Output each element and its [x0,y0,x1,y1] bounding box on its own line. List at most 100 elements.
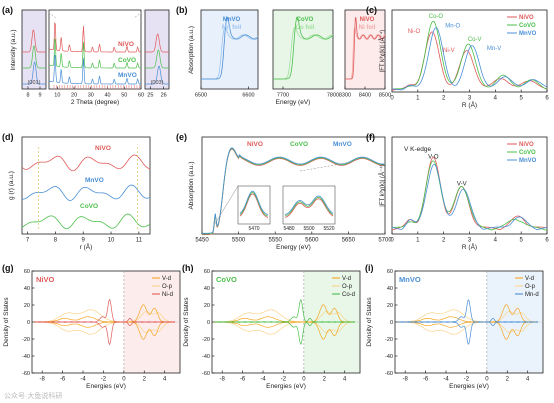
material-name: MnVO [399,275,421,284]
legend-entry: V-d [162,276,171,282]
x-tick-label: 8400 [359,93,371,99]
x-tick-label: 8500 [379,93,391,99]
x-axis-label: Energies (eV) [449,383,489,390]
x-tick-label: 10 [54,93,60,99]
x-tick-label: 7700 [277,93,289,99]
x-axis-label: 2 Theta (degree) [71,99,119,106]
series-label-nivo: NiVO [95,145,111,152]
panel-label: (d) [2,132,14,142]
y-tick-label: -60 [22,371,30,377]
x-tick-label: 2 [442,96,446,102]
inset-tick-label: 5480 [283,226,294,232]
x-tick-label: 60 [138,93,144,99]
dos-curve [397,321,538,335]
foil-curve [345,26,386,80]
y-tick-label: 40 [387,286,393,292]
panel-e: (e) 5450 5500 5550 5600 5650 5700 NiVO CoVO MnVO 5… [176,132,392,251]
panel-label: (a) [2,5,13,15]
x-axis-label: R (Å) [462,242,477,251]
xrd-curve-nivo [145,33,169,53]
series-label-covo: CoVO [118,57,136,64]
material-name: CoVO [216,275,237,284]
x-tick-label: 4 [494,96,498,102]
y-axis-label: Density of States [366,297,373,347]
dos-curve [34,304,175,323]
peak-annotation: V-O [428,154,439,160]
panel-b: (b) 6500 6600 MnVO Mn foil 7700 7800 CoVO Co foi… [176,5,391,106]
x-tick-label: 26 [161,93,167,99]
x-tick-label: 0 [122,377,126,383]
y-axis-label: |FT k³χ(k)| (Å⁻⁴) [379,30,386,73]
x-tick-label: 5450 [195,238,209,244]
peak-annotation: Co-V [468,37,482,43]
legend-entry: CoVO [519,23,536,29]
y-tick-label: 0 [27,320,30,326]
y-axis-label: Absorption (a.u.) [188,26,195,74]
xrd-curve-nivo [22,29,46,53]
legend-entry: MnVO [333,141,352,148]
subpanel-background [273,10,333,89]
y-tick-label: -40 [22,354,30,360]
x-tick-label: 5500 [232,238,246,244]
x-tick-label: -4 [260,377,266,383]
y-tick-label: 20 [387,303,393,309]
dos-curve [214,321,355,335]
x-tick-label: -6 [240,377,246,383]
legend-entry: MnVO [519,158,537,164]
y-axis-label: Density of States [3,297,10,347]
x-tick-label: -4 [80,377,86,383]
x-tick-label: 6 [545,96,549,102]
x-tick-label: 5550 [269,238,283,244]
sample-curve [345,16,386,80]
inset-curve-mnvo [239,190,269,216]
y-tick-label: -40 [385,354,393,360]
x-tick-label: 8 [26,93,29,99]
y-tick-label: -60 [385,371,393,377]
legend-entry: Ni foil [359,25,376,31]
panel-c: 0 1 2 3 4 5 6 NiVO CoVO MnVO Co-OMn-O Ni-O Co-V Ni-V M… [366,5,549,109]
xrd-curve-mnvo [145,65,169,85]
y-tick-label: 40 [204,286,210,292]
x-axis-label: Energy (eV) [276,99,311,106]
inset-tick-label: 5500 [303,226,314,232]
x-tick-label: -8 [40,377,46,383]
xanes-curve-nivo [201,148,386,236]
x-tick-label: 2 [323,377,327,383]
x-tick-label: 9 [82,238,86,244]
legend-entry: Co-d [342,292,355,298]
plot-frame [21,136,151,235]
legend-entry: NiVO [519,142,534,148]
x-axis-label: R (Å) [462,100,477,109]
peak-index-label: (003) [151,80,164,86]
xrd-curve-nivo [48,22,141,53]
xas-frame [200,9,259,90]
x-tick-label: 5650 [342,238,356,244]
x-tick-label: -8 [220,377,226,383]
xrd-curve-covo [48,38,141,69]
legend-entry: Co foil [296,25,315,31]
xanes-curve-covo [202,148,386,235]
zoom-guide [45,9,57,19]
xrd-curve-mnvo [22,61,46,85]
legend-entry: MnVO [223,17,241,23]
watermark-text: 公众号·大鱼说科研 [4,391,62,400]
panel-label: (c) [366,5,377,15]
x-tick-label: 20 [71,93,77,99]
series-label-covo: CoVO [80,203,98,210]
y-axis-label: Intensity (a.u.) [10,29,17,70]
x-tick-label: 3 [468,96,472,102]
xas-frame [272,9,334,90]
x-tick-label: 2 [506,377,510,383]
y-tick-label: -40 [202,354,210,360]
y-tick-label: 60 [204,269,210,275]
peak-annotation: Mn-O [445,23,460,29]
x-tick-label: 0 [390,238,394,244]
peak-annotation: V-V [457,182,467,188]
y-axis-label: Absorption (a.u.) [188,161,195,209]
y-tick-label: -20 [202,337,210,343]
panel-f: 0 1 2 3 4 5 6 NiVO CoVO MnVO V-O V-V |FT k³χ(k)| (Å⁻… [366,132,549,251]
dos-curve [214,321,355,345]
x-tick-label: -8 [403,377,409,383]
